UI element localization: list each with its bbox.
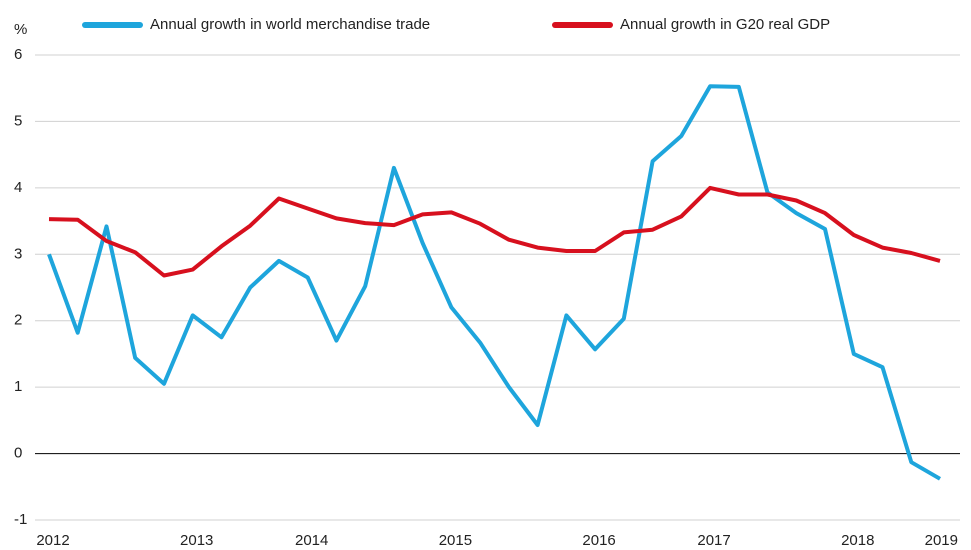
x-tick-label: 2017 <box>697 532 730 549</box>
y-tick-label: 2 <box>14 312 22 329</box>
x-tick-label: 2019 <box>925 532 958 549</box>
y-tick-label: 0 <box>14 445 22 462</box>
legend-label: Annual growth in world merchandise trade <box>150 16 430 33</box>
line-series <box>48 185 941 278</box>
y-tick-label: 3 <box>14 245 22 262</box>
legend-label: Annual growth in G20 real GDP <box>620 16 830 33</box>
x-tick-label: 2013 <box>180 532 213 549</box>
y-tick-label: -1 <box>14 511 27 528</box>
y-tick-label: 5 <box>14 112 22 129</box>
x-tick-label: 2018 <box>841 532 874 549</box>
x-tick-label: 2016 <box>582 532 615 549</box>
y-tick-label: 1 <box>14 378 22 395</box>
x-tick-label: 2012 <box>36 532 69 549</box>
x-tick-label: 2014 <box>295 532 328 549</box>
y-tick-label: 6 <box>14 46 22 63</box>
y-axis-label: % <box>14 21 27 38</box>
y-tick-label: 4 <box>14 179 22 196</box>
line-series <box>47 84 942 481</box>
x-tick-label: 2015 <box>439 532 472 549</box>
